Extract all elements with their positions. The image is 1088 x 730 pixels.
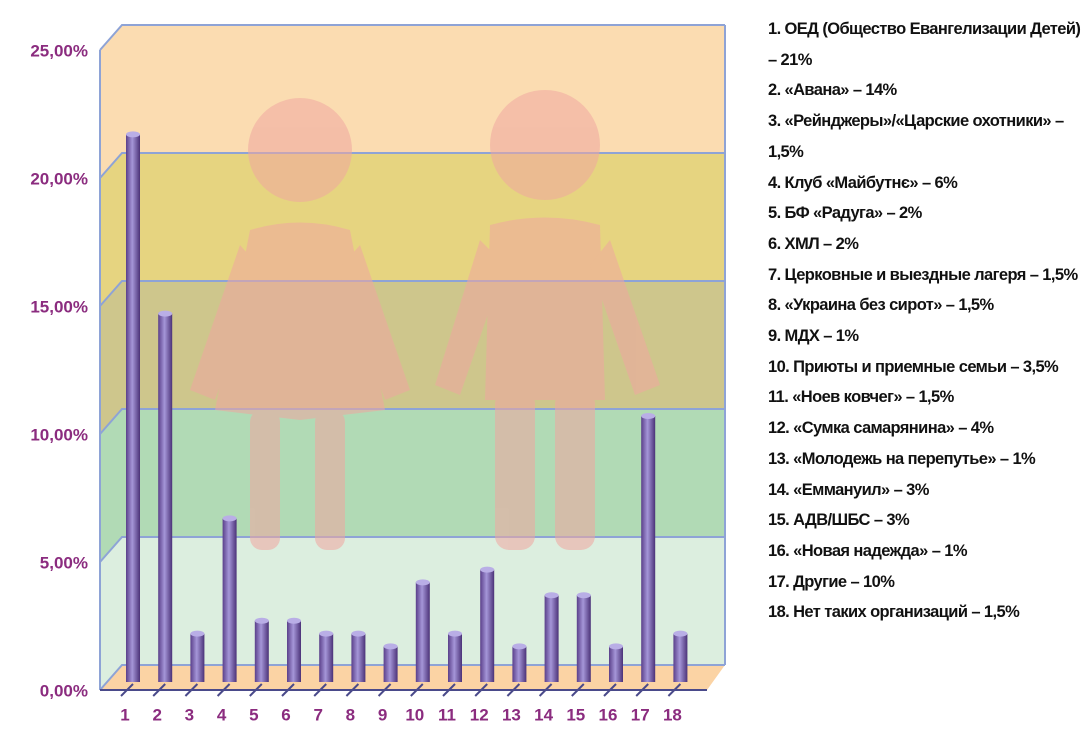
- x-tick-label: 15: [566, 705, 585, 724]
- legend-item: 15. АДВ/ШБС – 3%: [768, 505, 1086, 536]
- x-tick-label: 5: [249, 705, 258, 724]
- y-tick-label: 5,00%: [40, 553, 88, 572]
- y-tick-label: 0,00%: [40, 681, 88, 700]
- legend: 1. ОЕД (Общество Евангелизации Детей) – …: [768, 14, 1086, 628]
- bar-top: [158, 311, 172, 317]
- bar: [287, 621, 301, 682]
- x-tick-label: 18: [663, 705, 682, 724]
- x-tick-label: 1: [120, 705, 129, 724]
- bar: [351, 634, 365, 682]
- legend-item: 4. Клуб «Майбутнє» – 6%: [768, 168, 1086, 199]
- bar: [673, 634, 687, 682]
- bar: [512, 646, 526, 682]
- legend-item: 16. «Новая надежда» – 1%: [768, 536, 1086, 567]
- y-tick-label: 25,00%: [30, 41, 88, 60]
- y-tick-label: 20,00%: [30, 169, 88, 188]
- bar: [319, 634, 333, 682]
- bar-top: [190, 631, 204, 637]
- x-tick-label: 3: [185, 705, 194, 724]
- legend-item: 8. «Украина без сирот» – 1,5%: [768, 290, 1086, 321]
- legend-item: 14. «Еммануил» – 3%: [768, 475, 1086, 506]
- bar: [577, 595, 591, 682]
- bar: [641, 416, 655, 682]
- page: 0,00%5,00%10,00%15,00%20,00%25,00%123456…: [0, 0, 1088, 730]
- bar: [223, 518, 237, 682]
- bar-top: [609, 643, 623, 649]
- bar: [384, 646, 398, 682]
- x-tick-label: 2: [152, 705, 161, 724]
- x-tick-label: 9: [378, 705, 387, 724]
- bar: [416, 582, 430, 682]
- legend-item: 13. «Молодежь на перепутье» – 1%: [768, 444, 1086, 475]
- x-tick-label: 11: [438, 705, 456, 724]
- legend-item: 11. «Ноев ковчег» – 1,5%: [768, 382, 1086, 413]
- x-tick-label: 17: [631, 705, 650, 724]
- legend-item: 1. ОЕД (Общество Евангелизации Детей) – …: [768, 14, 1086, 75]
- bar-top: [223, 515, 237, 521]
- bar-top: [673, 631, 687, 637]
- legend-item: 10. Приюты и приемные семьи – 3,5%: [768, 352, 1086, 383]
- y-tick-label: 15,00%: [30, 297, 88, 316]
- legend-item: 17. Другие – 10%: [768, 567, 1086, 598]
- bar: [448, 634, 462, 682]
- y-tick-label: 10,00%: [30, 425, 88, 444]
- bar-top: [545, 592, 559, 598]
- x-tick-label: 16: [599, 705, 618, 724]
- x-tick-label: 14: [534, 705, 553, 724]
- bar: [480, 570, 494, 682]
- legend-item: 9. МДХ – 1%: [768, 321, 1086, 352]
- bar: [255, 621, 269, 682]
- bar-top: [577, 592, 591, 598]
- legend-item: 3. «Рейнджеры»/«Царские охотники» – 1,5%: [768, 106, 1086, 167]
- x-tick-label: 12: [470, 705, 489, 724]
- bar-top: [416, 579, 430, 585]
- legend-item: 2. «Авана» – 14%: [768, 75, 1086, 106]
- bar-top: [384, 643, 398, 649]
- bar-top: [480, 567, 494, 573]
- x-tick-label: 7: [313, 705, 322, 724]
- x-tick-label: 10: [405, 705, 424, 724]
- legend-item: 6. ХМЛ – 2%: [768, 229, 1086, 260]
- x-tick-label: 4: [217, 705, 227, 724]
- bar: [609, 646, 623, 682]
- bar-top: [126, 131, 140, 137]
- bar-top: [255, 618, 269, 624]
- legend-item: 12. «Сумка самарянина» – 4%: [768, 413, 1086, 444]
- bar-top: [512, 643, 526, 649]
- x-tick-label: 8: [346, 705, 355, 724]
- legend-item: 18. Нет таких организаций – 1,5%: [768, 597, 1086, 628]
- bar: [126, 134, 140, 682]
- legend-item: 7. Церковные и выездные лагеря – 1,5%: [768, 260, 1086, 291]
- bar-top: [287, 618, 301, 624]
- bar: [158, 314, 172, 682]
- bar-top: [351, 631, 365, 637]
- bar: [190, 634, 204, 682]
- x-tick-label: 6: [281, 705, 290, 724]
- bar-top: [448, 631, 462, 637]
- bar-top: [319, 631, 333, 637]
- bar-top: [641, 413, 655, 419]
- bar: [545, 595, 559, 682]
- legend-item: 5. БФ «Радуга» – 2%: [768, 198, 1086, 229]
- x-tick-label: 13: [502, 705, 521, 724]
